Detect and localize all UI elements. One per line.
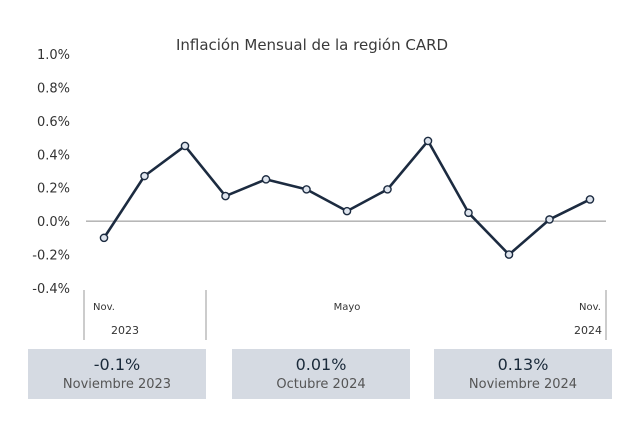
y-tick-label: -0.2% bbox=[32, 249, 70, 264]
y-tick-label: 0.0% bbox=[37, 215, 70, 230]
data-point bbox=[383, 185, 392, 194]
data-point bbox=[180, 141, 190, 151]
summary-value: 0.13% bbox=[497, 355, 549, 374]
y-tick-label: 0.2% bbox=[37, 182, 70, 197]
series-line bbox=[102, 139, 591, 256]
y-axis: 1.0% 0.8% 0.6% 0.4% 0.2% 0.0% -0.2% -0.4% bbox=[32, 48, 70, 297]
data-point bbox=[423, 136, 433, 146]
summary-value: -0.1% bbox=[93, 355, 141, 374]
inflation-chart: Inflación Mensual de la región CARD 1.0%… bbox=[32, 36, 607, 340]
summary-box-oct-2024: 0.01% Octubre 2024 bbox=[232, 349, 410, 399]
y-tick-label: -0.4% bbox=[32, 282, 70, 297]
x-year-label: 2024 bbox=[574, 324, 602, 337]
data-point bbox=[302, 185, 311, 194]
x-tick-label: Nov. bbox=[93, 302, 115, 313]
x-year-label: 2023 bbox=[111, 324, 139, 337]
summary-box-nov-2024: 0.13% Noviembre 2024 bbox=[434, 349, 612, 399]
x-tick-label: Nov. bbox=[579, 302, 601, 313]
y-tick-label: 0.6% bbox=[37, 115, 70, 130]
data-point bbox=[464, 208, 473, 218]
data-point bbox=[342, 206, 352, 216]
data-point bbox=[545, 215, 554, 224]
plot-area bbox=[86, 136, 606, 259]
y-tick-label: 1.0% bbox=[37, 48, 70, 63]
data-point bbox=[504, 250, 514, 259]
data-point bbox=[99, 233, 109, 243]
summary-label: Noviembre 2023 bbox=[62, 377, 172, 392]
x-axis: Nov. 2023 Mayo Nov. 2024 bbox=[83, 290, 607, 340]
y-tick-label: 0.8% bbox=[37, 81, 70, 96]
data-point bbox=[221, 191, 230, 201]
data-point bbox=[585, 195, 595, 204]
summary-label: Noviembre 2024 bbox=[468, 377, 578, 392]
chart-title: Inflación Mensual de la región CARD bbox=[176, 36, 448, 54]
x-tick-label: Mayo bbox=[334, 302, 361, 313]
summary-box-nov-2023: -0.1% Noviembre 2023 bbox=[28, 349, 206, 399]
summary-value: 0.01% bbox=[295, 355, 347, 374]
data-point bbox=[140, 171, 149, 181]
y-tick-label: 0.4% bbox=[37, 148, 70, 163]
data-point bbox=[261, 175, 271, 184]
summary-label: Octubre 2024 bbox=[276, 377, 366, 392]
